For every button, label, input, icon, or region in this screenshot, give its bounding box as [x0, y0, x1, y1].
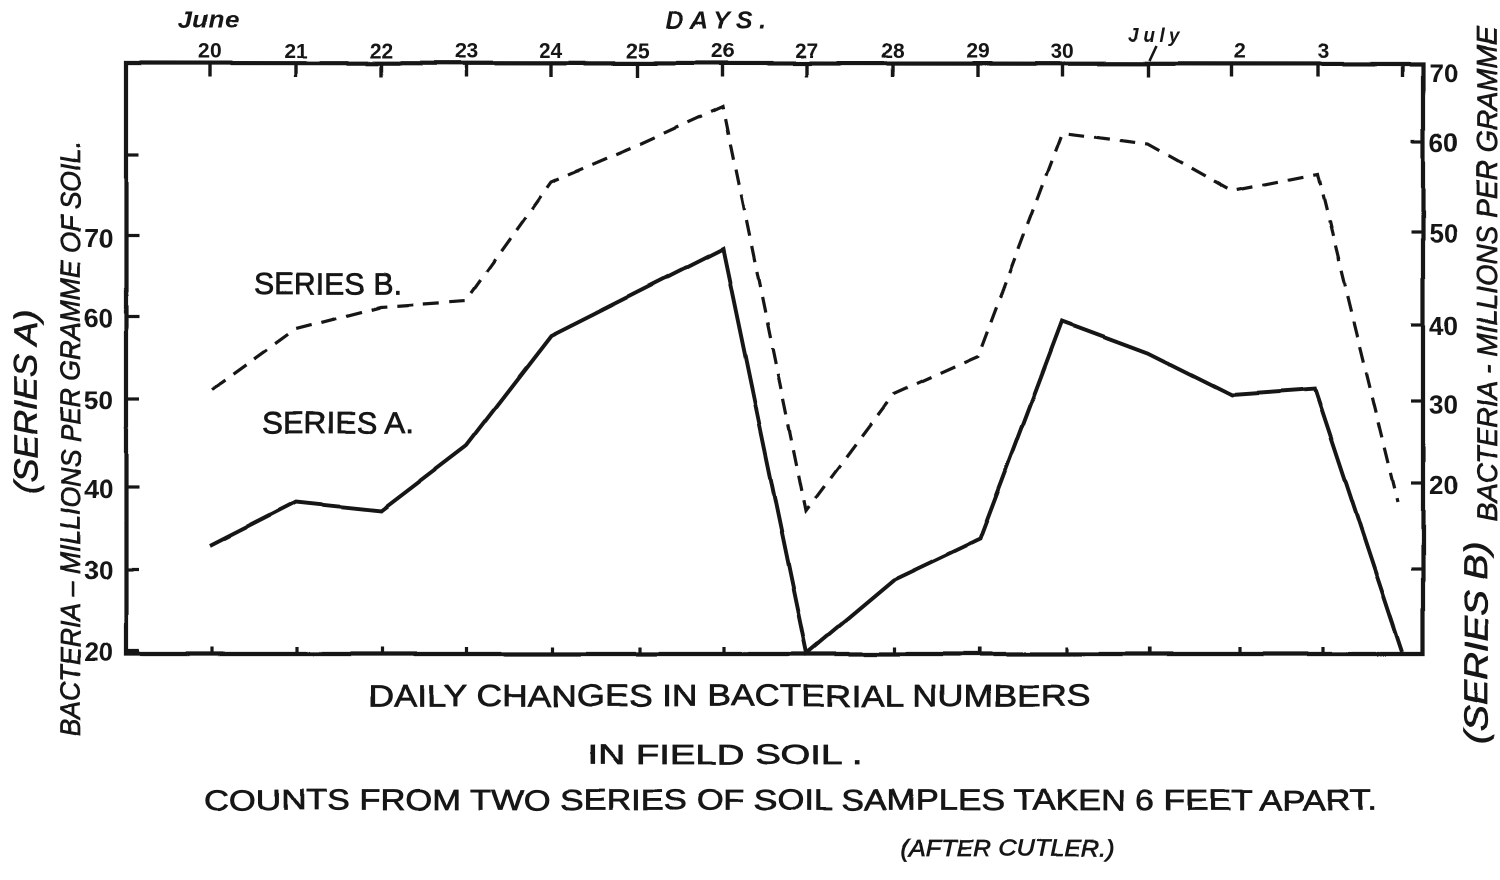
- svg-text:30: 30: [1429, 389, 1458, 419]
- svg-text:20: 20: [198, 40, 221, 63]
- svg-text:26: 26: [711, 40, 734, 63]
- svg-text:(SERIES B): (SERIES B): [1458, 541, 1494, 744]
- svg-text:BACTERIA – MILLIONS PER GRAMME: BACTERIA – MILLIONS PER GRAMME OF SOIL.: [55, 141, 86, 736]
- svg-text:30: 30: [84, 555, 113, 585]
- svg-text:20: 20: [84, 637, 113, 667]
- svg-text:23: 23: [454, 40, 477, 63]
- svg-text:(AFTER CUTLER.): (AFTER CUTLER.): [900, 835, 1115, 861]
- svg-text:27: 27: [794, 40, 817, 63]
- svg-text:24: 24: [539, 40, 563, 63]
- svg-text:IN FIELD SOIL .: IN FIELD SOIL .: [587, 739, 862, 770]
- svg-text:30: 30: [1050, 40, 1073, 63]
- svg-text:20: 20: [1429, 470, 1458, 500]
- svg-text:60: 60: [84, 303, 113, 333]
- svg-text:2: 2: [1234, 40, 1246, 63]
- svg-text:21: 21: [284, 40, 308, 63]
- svg-text:70: 70: [1429, 58, 1458, 88]
- svg-text:DAILY CHANGES IN BACTERIAL NUM: DAILY CHANGES IN BACTERIAL NUMBERS: [368, 678, 1090, 713]
- svg-text:DAYS.: DAYS.: [666, 7, 773, 35]
- svg-text:50: 50: [1429, 218, 1458, 248]
- svg-text:40: 40: [84, 474, 113, 504]
- svg-text:(SERIES A): (SERIES A): [8, 310, 44, 493]
- svg-text:60: 60: [1429, 128, 1458, 158]
- svg-text:22: 22: [369, 40, 392, 63]
- svg-text:June: June: [178, 7, 239, 34]
- svg-text:25: 25: [626, 40, 650, 63]
- svg-text:29: 29: [966, 40, 989, 63]
- svg-text:COUNTS FROM TWO SERIES OF SOIL: COUNTS FROM TWO SERIES OF SOIL SAMPLES T…: [204, 785, 1377, 817]
- svg-text:3: 3: [1318, 40, 1330, 63]
- svg-text:28: 28: [881, 40, 905, 63]
- svg-text:40: 40: [1429, 311, 1458, 341]
- svg-text:BACTERIA - MILLIONS PER GRAMME: BACTERIA - MILLIONS PER GRAMME: [1472, 25, 1500, 521]
- svg-text:50: 50: [84, 385, 113, 415]
- svg-text:SERIES B.: SERIES B.: [254, 266, 402, 301]
- svg-text:July: July: [1128, 26, 1180, 47]
- svg-text:70: 70: [84, 223, 113, 253]
- svg-text:SERIES A.: SERIES A.: [262, 405, 414, 440]
